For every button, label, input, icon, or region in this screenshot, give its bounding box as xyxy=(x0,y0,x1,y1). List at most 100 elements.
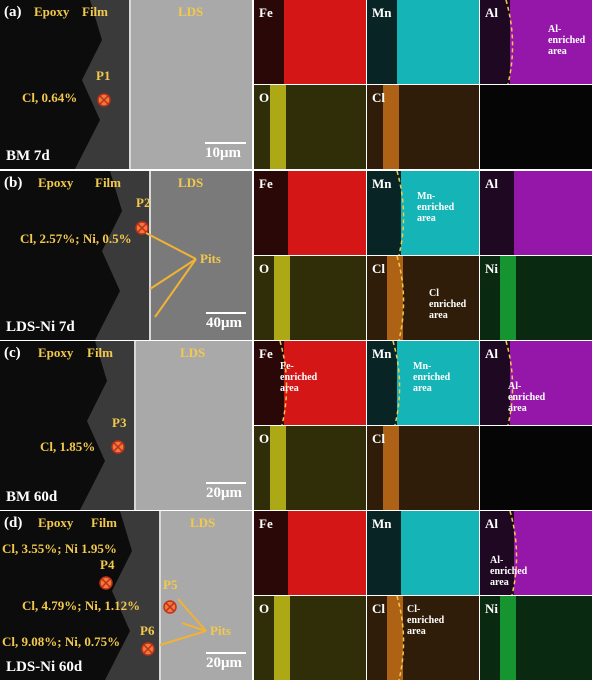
map-note: area xyxy=(280,383,299,394)
map-signal xyxy=(284,341,366,425)
panel-label: (b) xyxy=(4,175,22,191)
region-label: LDS xyxy=(180,345,205,360)
point-cross xyxy=(113,442,123,452)
map-note: area xyxy=(417,213,436,224)
element-label: O xyxy=(259,90,269,105)
sample-label: LDS-Ni 7d xyxy=(6,319,75,335)
enriched-boundary xyxy=(396,255,405,341)
map-signal xyxy=(510,0,592,84)
enriched-boundary xyxy=(505,0,514,85)
map-dim xyxy=(367,256,479,340)
element-label: Al xyxy=(485,346,498,361)
element-label: Cl xyxy=(372,431,385,446)
eds-map: O xyxy=(254,85,366,169)
region-label: Film xyxy=(91,515,117,530)
element-label: O xyxy=(259,261,269,276)
map-signal xyxy=(401,511,479,595)
map-note: enriched xyxy=(508,392,546,403)
point-cross xyxy=(165,602,175,612)
pit-arrow xyxy=(181,622,207,632)
pit-arrow xyxy=(159,630,207,646)
element-label: Mn xyxy=(372,346,392,361)
map-note: enriched xyxy=(429,299,467,310)
eds-map: Fe xyxy=(254,511,366,595)
map-signal xyxy=(383,85,399,169)
map-dim xyxy=(480,256,592,340)
enriched-boundary xyxy=(505,340,514,426)
point-label: P4 xyxy=(100,557,115,572)
element-label: O xyxy=(259,601,269,616)
map-signal xyxy=(387,596,403,680)
element-label: Fe xyxy=(259,5,273,20)
map-bg xyxy=(480,426,592,510)
element-label: Al xyxy=(485,516,498,531)
eds-map: Cl xyxy=(367,426,479,510)
map-bg xyxy=(254,256,366,340)
point-label: P3 xyxy=(112,415,127,430)
eds-map xyxy=(480,426,592,510)
eds-map: O xyxy=(254,426,366,510)
composition: Cl, 2.57%; Ni, 0.5% xyxy=(20,231,132,246)
map-signal xyxy=(270,426,286,510)
element-label: Fe xyxy=(259,176,273,191)
region-label: Epoxy xyxy=(38,515,74,530)
eds-map: Mn xyxy=(367,0,479,84)
eds-map: Cl xyxy=(367,85,479,169)
point-label: P2 xyxy=(136,195,150,210)
point-label: P5 xyxy=(163,577,178,592)
eds-map: O xyxy=(254,256,366,340)
map-bg xyxy=(480,256,592,340)
scale-label: 40μm xyxy=(206,315,243,331)
point-label: P1 xyxy=(96,68,110,83)
map-note: Mn- xyxy=(413,361,431,372)
region-label: LDS xyxy=(178,175,203,190)
scale-label: 20μm xyxy=(206,655,243,671)
map-signal xyxy=(383,426,399,510)
map-signal xyxy=(288,171,366,255)
map-note: enriched xyxy=(280,372,318,383)
map-dim xyxy=(254,256,366,340)
map-signal xyxy=(387,256,403,340)
map-dim xyxy=(254,596,366,680)
film xyxy=(95,171,150,340)
panel-label: (d) xyxy=(4,515,22,531)
map-note: enriched xyxy=(407,615,445,626)
point-cross xyxy=(143,644,153,654)
composition: Cl, 1.85% xyxy=(40,439,95,454)
panel: (a) Epoxy Film LDS P1 Cl, 0.64% BM 7d 10μm Fe Mn A… xyxy=(0,0,592,169)
map-signal xyxy=(401,171,479,255)
point-cross xyxy=(99,95,109,105)
element-label: Ni xyxy=(485,261,498,276)
composition: Cl, 3.55%; Ni 1.95% xyxy=(2,541,117,556)
eds-map xyxy=(480,85,592,169)
lds-substrate xyxy=(135,341,252,510)
map-signal xyxy=(500,596,516,680)
film xyxy=(105,511,160,680)
map-note: enriched xyxy=(490,566,528,577)
element-label: O xyxy=(259,431,269,446)
lds-substrate xyxy=(150,171,252,340)
map-note: Al- xyxy=(508,381,521,392)
eds-map: Ni xyxy=(480,256,592,340)
eds-map: Ni xyxy=(480,596,592,680)
map-bg xyxy=(480,85,592,169)
region-label: Film xyxy=(95,175,121,190)
pit-arrow xyxy=(154,258,197,318)
map-signal xyxy=(514,511,592,595)
map-note: area xyxy=(490,577,509,588)
point-cross xyxy=(101,578,111,588)
sample-label: LDS-Ni 60d xyxy=(6,659,83,675)
map-signal xyxy=(397,0,479,84)
point-label: P6 xyxy=(140,623,155,638)
map-bg xyxy=(254,596,366,680)
element-label: Al xyxy=(485,5,498,20)
map-note: enriched xyxy=(413,372,451,383)
